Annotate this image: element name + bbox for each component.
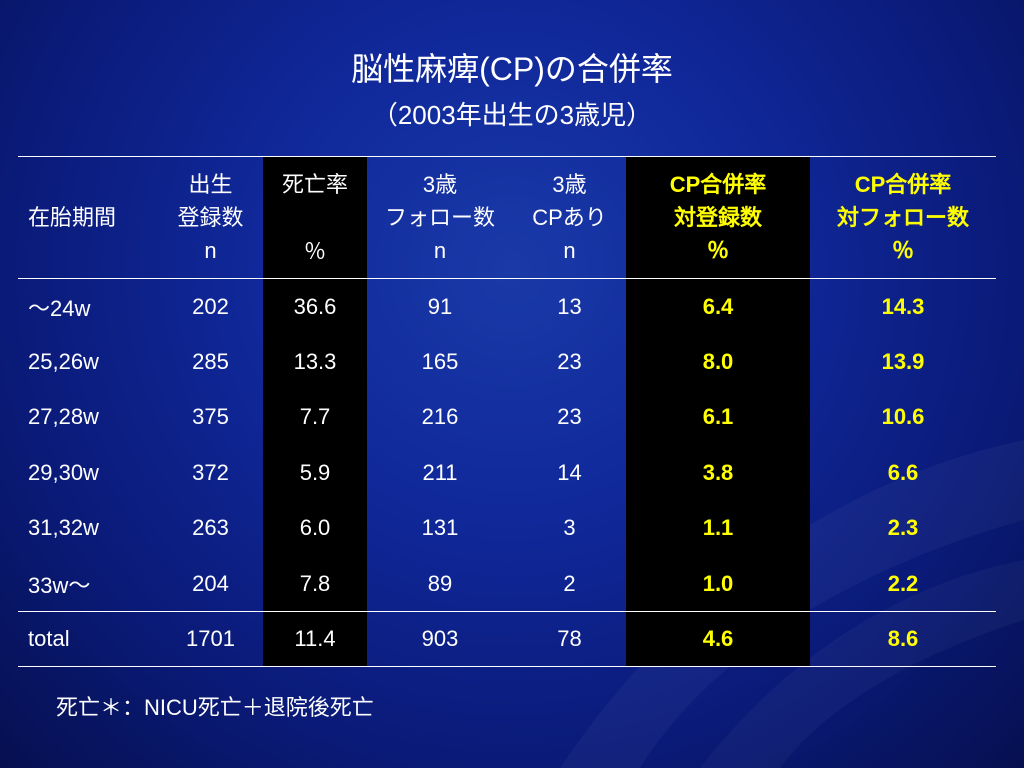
header-cp-rate-followup: CP合併率 対フォロー数 ％ <box>810 157 996 279</box>
cell-cp-rate-registered: 6.1 <box>626 389 810 445</box>
cell-followup: 91 <box>427 293 453 319</box>
cell-cp-rate-followup: 14.3 <box>881 293 925 319</box>
cell-period: 27,28w <box>28 404 99 430</box>
cell-cp-count: 3 <box>563 515 576 541</box>
cell-followup: 211 <box>422 459 458 485</box>
cell-births: 372 <box>192 459 229 485</box>
cell-mortality: 11.4 <box>263 611 367 667</box>
header-cp-count: 3歳 CPあり n <box>513 157 626 279</box>
header-cp-rate-followup-line1: CP合併率 <box>854 172 952 197</box>
cell-cp-rate-registered: 3.8 <box>626 445 810 501</box>
data-table-container: 在胎期間 出生 登録数 n 死亡率 ％ 3歳 フォロー数 n <box>18 156 996 667</box>
header-followup-line3: n <box>433 238 447 263</box>
header-period: 在胎期間 <box>18 157 158 279</box>
table-header-row: 在胎期間 出生 登録数 n 死亡率 ％ 3歳 フォロー数 n <box>18 156 996 279</box>
header-births: 出生 登録数 n <box>158 157 263 279</box>
table-row: 25,26w 285 13.3 165 23 8.0 13.9 <box>18 334 996 390</box>
cell-births: 202 <box>192 293 229 319</box>
cell-mortality: 7.7 <box>263 389 367 445</box>
cell-births: 285 <box>192 348 229 374</box>
cell-followup: 89 <box>427 570 453 596</box>
cell-cp-count: 14 <box>557 459 582 485</box>
page-title: 脳性麻痺(CP)の合併率 <box>351 51 673 87</box>
header-cp-rate-followup-line3: ％ <box>891 238 914 263</box>
header-mortality-line1: 死亡率 <box>281 171 348 197</box>
header-births-line1: 出生 <box>188 172 233 197</box>
cell-cp-count: 23 <box>557 404 582 430</box>
cell-period: 31,32w <box>28 515 99 541</box>
cell-mortality: 7.8 <box>263 556 367 612</box>
cell-mortality: 36.6 <box>263 278 367 334</box>
cell-cp-rate-registered: 8.0 <box>626 334 810 390</box>
cell-cp-rate-followup: 8.6 <box>887 626 919 651</box>
table-row: ～24w 202 36.6 91 13 6.4 14.3 <box>18 278 996 334</box>
header-births-line3: n <box>204 238 217 263</box>
header-cp-rate-registered-line1: CP合併率 <box>669 172 767 197</box>
header-followup-line2: フォロー数 <box>384 205 495 230</box>
header-cp-rate-registered-line3: ％ <box>706 238 729 263</box>
header-cp-count-line3: n <box>563 238 576 263</box>
cell-births: 204 <box>192 570 229 596</box>
cell-cp-rate-followup: 6.6 <box>887 459 919 485</box>
page-subtitle: （2003年出生の3歳児） <box>371 100 653 130</box>
header-mortality: 死亡率 ％ <box>263 156 367 279</box>
footnote: 死亡＊：NICU死亡＋退院後死亡 <box>56 695 374 720</box>
table-row: 29,30w 372 5.9 211 14 3.8 6.6 <box>18 445 996 501</box>
header-period-label: 在胎期間 <box>28 205 117 230</box>
cell-cp-rate-followup: 2.3 <box>887 515 919 541</box>
header-cp-rate-registered-line2: 対登録数 <box>673 205 762 230</box>
table-row: 27,28w 375 7.7 216 23 6.1 10.6 <box>18 389 996 445</box>
cp-rate-table: 在胎期間 出生 登録数 n 死亡率 ％ 3歳 フォロー数 n <box>18 156 996 667</box>
cell-cp-rate-followup: 10.6 <box>881 404 925 430</box>
cell-births: 263 <box>192 515 229 541</box>
table-row: 33w～ 204 7.8 89 2 1.0 2.2 <box>18 556 996 612</box>
cell-births: 375 <box>192 404 229 430</box>
header-cp-count-line1: 3歳 <box>552 172 587 197</box>
cell-cp-rate-followup: 13.9 <box>881 348 925 374</box>
cell-cp-count: 2 <box>563 570 576 596</box>
header-followup: 3歳 フォロー数 n <box>367 157 513 279</box>
cell-mortality: 13.3 <box>263 334 367 390</box>
header-followup-line1: 3歳 <box>422 172 458 197</box>
cell-cp-count: 23 <box>557 348 582 374</box>
cell-births: 1701 <box>186 626 235 651</box>
header-cp-rate-followup-line2: 対フォロー数 <box>836 205 969 230</box>
cell-cp-rate-registered: 4.6 <box>626 611 810 667</box>
cell-followup: 131 <box>421 515 459 541</box>
header-mortality-line3: ％ <box>303 238 326 264</box>
header-cp-rate-registered: CP合併率 対登録数 ％ <box>626 156 810 279</box>
header-cp-count-line2: CPあり <box>532 205 607 230</box>
cell-cp-rate-registered: 1.1 <box>626 500 810 556</box>
table-row: 31,32w 263 6.0 131 3 1.1 2.3 <box>18 500 996 556</box>
cell-period: 25,26w <box>28 348 99 374</box>
cell-mortality: 5.9 <box>263 445 367 501</box>
table-total-row: total 1701 11.4 903 78 4.6 8.6 <box>18 611 996 667</box>
cell-period: ～24w <box>28 295 91 321</box>
cell-period: 29,30w <box>28 459 99 485</box>
cell-period: 33w～ <box>28 572 91 598</box>
cell-cp-rate-registered: 1.0 <box>626 556 810 612</box>
cell-followup: 165 <box>421 348 459 374</box>
cell-mortality: 6.0 <box>263 500 367 556</box>
cell-period: total <box>28 626 70 651</box>
cell-cp-rate-followup: 2.2 <box>887 570 919 596</box>
cell-cp-rate-registered: 6.4 <box>626 278 810 334</box>
header-births-line2: 登録数 <box>177 205 244 230</box>
cell-followup: 903 <box>421 626 459 651</box>
cell-cp-count: 78 <box>557 626 582 651</box>
cell-cp-count: 13 <box>557 293 582 319</box>
cell-followup: 216 <box>421 404 459 430</box>
